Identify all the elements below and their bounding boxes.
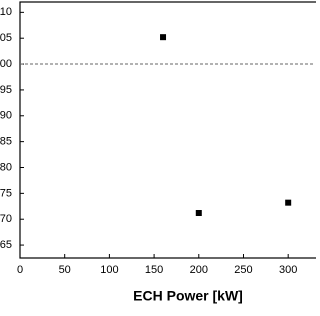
x-tick-label: 0 [17,264,23,276]
y-tick-label: 70 [0,213,12,225]
y-tick-label: 95 [0,84,12,96]
y-tick-label: 80 [0,161,12,173]
x-tick-label: 250 [234,264,252,276]
x-axis-label: ECH Power [kW] [133,288,243,304]
marker [195,210,202,217]
x-tick-label: 50 [59,264,71,276]
plot-frame [19,1,316,259]
x-tick-label: 150 [145,264,163,276]
y-tick-label: 100 [0,58,12,70]
y-tick-label: 65 [0,239,12,251]
x-tick-label: 100 [100,264,118,276]
x-tick-label: 300 [279,264,297,276]
y-tick-label: 90 [0,110,12,122]
y-tick-label: 105 [0,32,12,44]
y-tick-label: 75 [0,187,12,199]
marker [285,199,292,206]
y-tick-label: 85 [0,136,12,148]
y-tick-label: 110 [0,6,12,18]
x-tick-label: 200 [190,264,208,276]
marker [160,34,167,41]
